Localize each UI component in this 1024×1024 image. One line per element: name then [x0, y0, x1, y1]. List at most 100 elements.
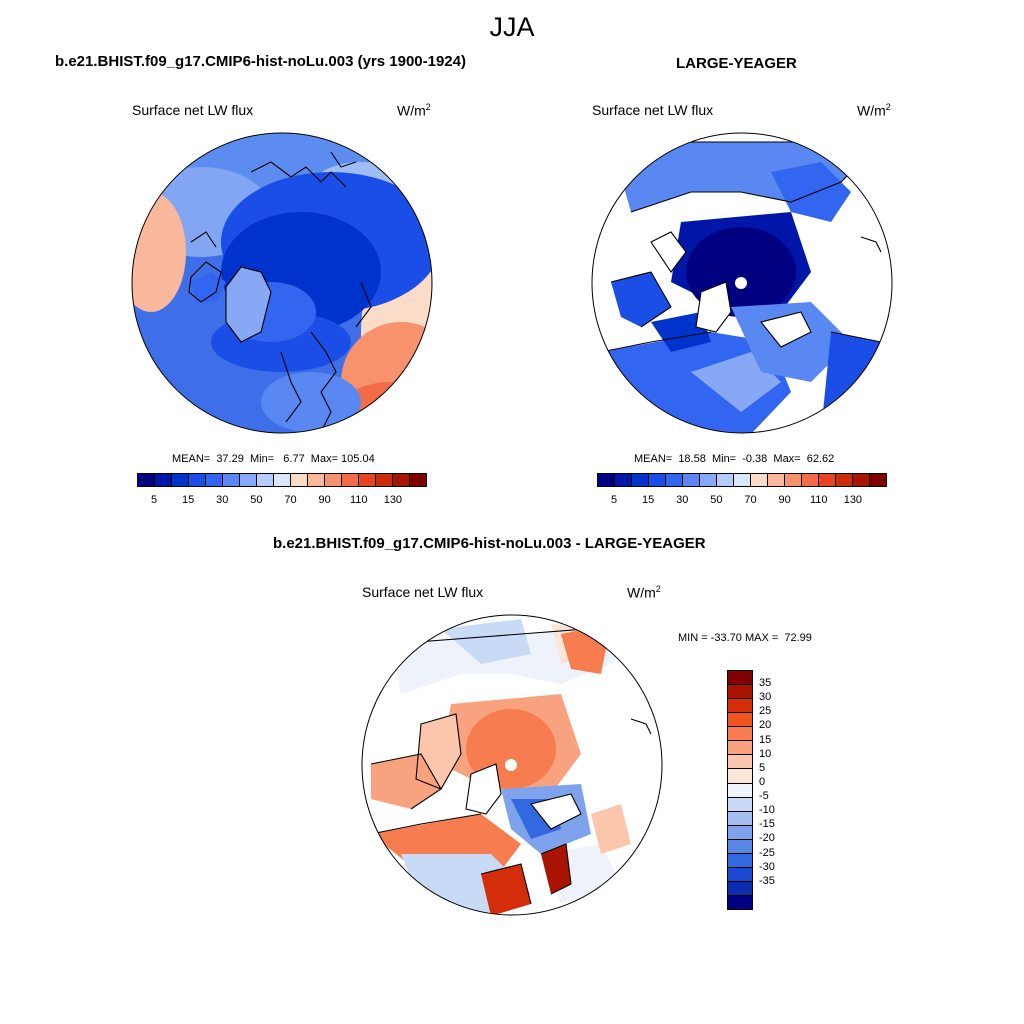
panel-1-heading: b.e21.BHIST.f09_g17.CMIP6-hist-noLu.003 …	[55, 53, 466, 70]
colorbar-swatch	[728, 825, 752, 840]
colorbar-swatch	[802, 474, 819, 486]
colorbar-swatch	[172, 474, 189, 486]
panel-3-polar-map	[361, 614, 663, 916]
panel-2-polar-map	[591, 132, 893, 434]
colorbar-tick-label: 110	[809, 494, 828, 506]
colorbar-tick-label: 50	[250, 494, 263, 506]
colorbar-swatch	[325, 474, 342, 486]
colorbar-tick-label: 90	[318, 494, 331, 506]
colorbar-swatch	[700, 474, 717, 486]
colorbar-swatch	[734, 474, 751, 486]
colorbar-swatch	[728, 741, 752, 756]
colorbar-tick-label: 110	[349, 494, 368, 506]
colorbar-swatch	[728, 713, 752, 728]
panel-2-colorbar	[597, 473, 887, 487]
colorbar-tick-label: 15	[642, 494, 655, 506]
colorbar-tick-label: -35	[759, 874, 775, 887]
colorbar-swatch	[728, 685, 752, 700]
colorbar-tick-label: 30	[759, 691, 772, 704]
colorbar-tick-label: 5	[759, 761, 766, 774]
colorbar-swatch	[359, 474, 376, 486]
figure-title: JJA	[489, 12, 535, 42]
panel-3-colorbar	[727, 670, 753, 910]
panel-2-heading: LARGE-YEAGER	[676, 55, 797, 72]
colorbar-tick-label: -5	[759, 790, 769, 803]
colorbar-tick-label: 30	[676, 494, 689, 506]
colorbar-swatch	[728, 769, 752, 784]
panel-2-colorbar-labels: 5 15 30 50 70 90 110 130	[597, 494, 887, 508]
colorbar-swatch	[751, 474, 768, 486]
colorbar-tick-label: -10	[759, 804, 775, 817]
colorbar-tick-label: 5	[610, 494, 618, 506]
colorbar-tick-label: 5	[150, 494, 158, 506]
colorbar-swatch	[728, 867, 752, 882]
colorbar-tick-label: 0	[759, 775, 766, 788]
colorbar-swatch	[728, 811, 752, 826]
colorbar-swatch	[819, 474, 836, 486]
colorbar-swatch	[728, 699, 752, 714]
panel-1-units: W/m2	[397, 102, 431, 119]
panel-1-polar-map	[131, 132, 433, 434]
colorbar-tick-label: 15	[182, 494, 195, 506]
colorbar-swatch	[274, 474, 291, 486]
colorbar-tick-label: 70	[744, 494, 757, 506]
panel-1-colorbar-labels: 5 15 30 50 70 90 110 130	[137, 494, 427, 508]
colorbar-swatch	[138, 474, 155, 486]
colorbar-tick-label: 90	[778, 494, 791, 506]
colorbar-swatch	[768, 474, 785, 486]
colorbar-swatch	[649, 474, 666, 486]
colorbar-swatch	[683, 474, 700, 486]
colorbar-swatch	[785, 474, 802, 486]
colorbar-swatch	[189, 474, 206, 486]
colorbar-swatch	[240, 474, 257, 486]
panel-1-colorbar	[137, 473, 427, 487]
colorbar-swatch	[853, 474, 870, 486]
panel-2-stats: MEAN= 18.58 Min= -0.38 Max= 62.62	[634, 453, 835, 465]
colorbar-swatch	[728, 783, 752, 798]
panel-3-variable: Surface net LW flux	[362, 584, 484, 600]
colorbar-swatch	[728, 839, 752, 854]
panel-1-variable: Surface net LW flux	[132, 102, 254, 118]
colorbar-swatch	[728, 671, 752, 686]
colorbar-tick-label: 30	[216, 494, 229, 506]
panel-3-units: W/m2	[627, 584, 661, 601]
colorbar-swatch	[728, 755, 752, 770]
colorbar-swatch	[632, 474, 649, 486]
colorbar-swatch	[291, 474, 308, 486]
colorbar-tick-label: -15	[759, 818, 775, 831]
panel-2-variable: Surface net LW flux	[592, 102, 714, 118]
colorbar-swatch	[666, 474, 683, 486]
colorbar-tick-label: 25	[759, 705, 772, 718]
colorbar-swatch	[728, 797, 752, 812]
colorbar-tick-label: 130	[383, 494, 403, 506]
colorbar-tick-label: 70	[284, 494, 297, 506]
colorbar-swatch	[206, 474, 223, 486]
colorbar-swatch	[223, 474, 240, 486]
colorbar-tick-label: -30	[759, 860, 775, 873]
colorbar-tick-label: -20	[759, 832, 775, 845]
colorbar-swatch	[728, 881, 752, 896]
colorbar-tick-label: 50	[710, 494, 723, 506]
colorbar-swatch	[393, 474, 410, 486]
panel-3-stats: MIN = -33.70 MAX = 72.99	[678, 632, 812, 644]
colorbar-tick-label: 130	[843, 494, 863, 506]
colorbar-swatch	[257, 474, 274, 486]
colorbar-tick-label: 35	[759, 677, 772, 690]
colorbar-swatch	[728, 727, 752, 742]
colorbar-swatch	[717, 474, 734, 486]
colorbar-tick-label: 10	[759, 747, 772, 760]
colorbar-tick-label: 20	[759, 719, 772, 732]
colorbar-swatch	[870, 474, 886, 486]
colorbar-swatch	[376, 474, 393, 486]
colorbar-tick-label: -25	[759, 846, 775, 859]
colorbar-swatch	[155, 474, 172, 486]
colorbar-swatch	[728, 896, 752, 910]
panel-2-units: W/m2	[857, 102, 891, 119]
colorbar-swatch	[342, 474, 359, 486]
colorbar-tick-label: 15	[759, 733, 772, 746]
colorbar-swatch	[836, 474, 853, 486]
colorbar-swatch	[598, 474, 615, 486]
panel-3-colorbar-labels: 35 30 25 20 15 10 5 0 -5 -10 -15 -20 -25 -30 -35	[759, 670, 799, 910]
colorbar-swatch	[410, 474, 426, 486]
colorbar-swatch	[728, 853, 752, 868]
